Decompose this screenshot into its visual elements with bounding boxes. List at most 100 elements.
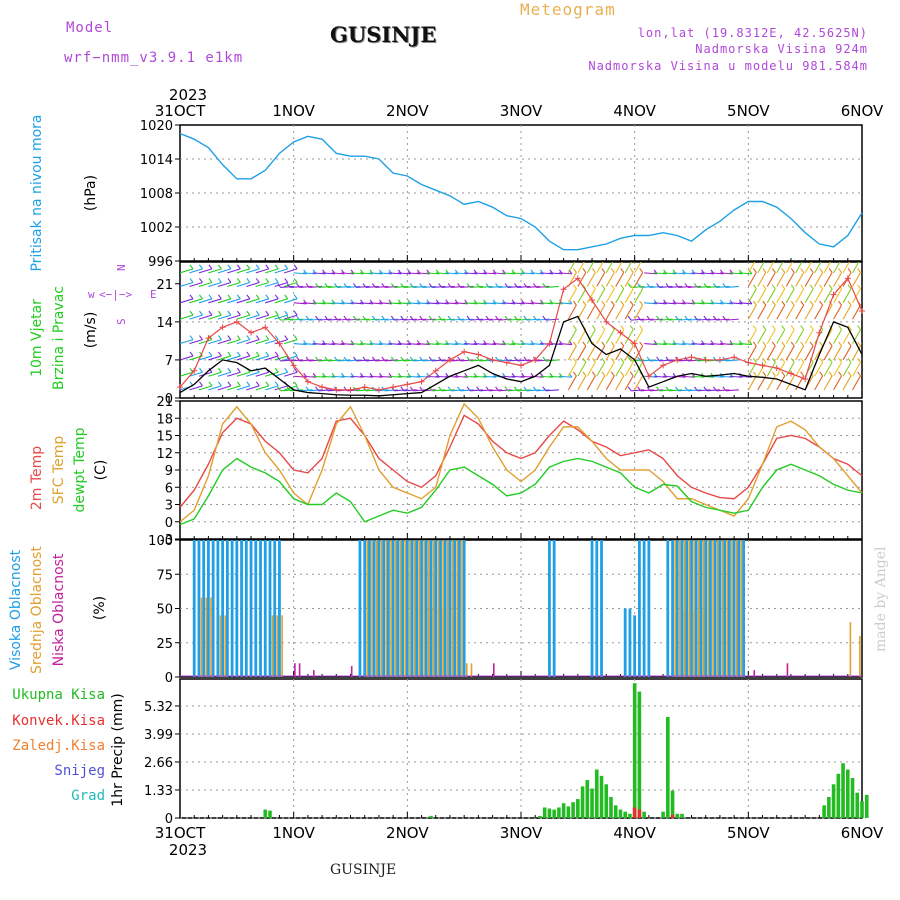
precip-bar-0 — [670, 790, 675, 818]
wind-barb — [451, 318, 465, 321]
wind-barb — [539, 272, 553, 275]
wind-barb — [359, 302, 374, 305]
wind-barb — [473, 302, 487, 305]
wind-barb — [766, 361, 776, 377]
wind-barb — [687, 389, 702, 392]
wind-barb — [199, 264, 203, 270]
wind-barb — [656, 315, 660, 321]
wind-barb — [567, 288, 577, 304]
wind-barb — [286, 283, 291, 288]
wind-barb — [390, 356, 395, 362]
wind-barb — [629, 284, 634, 290]
cloud-bar-0 — [377, 540, 381, 677]
wind-barb — [842, 345, 852, 361]
wind-barb — [189, 294, 194, 300]
wind-barb — [464, 375, 478, 378]
cloud-bar-1 — [404, 540, 406, 677]
wind-barb — [290, 318, 304, 321]
wind-barb — [663, 343, 677, 346]
wind-barb — [356, 359, 370, 362]
wind-barb — [624, 361, 634, 377]
wind-barb — [198, 268, 213, 274]
wind-barb — [435, 375, 449, 378]
precip-bar-0 — [547, 808, 552, 818]
wind-barb — [422, 318, 436, 321]
wind-barb — [631, 389, 645, 392]
wind-barb — [255, 335, 260, 340]
wind-barb — [331, 343, 345, 346]
precip-bar-0 — [666, 716, 670, 818]
wind-barb — [198, 298, 213, 304]
wind-barb — [675, 315, 679, 321]
wind-barb — [265, 355, 279, 361]
temp-title-sfc: SFC Temp — [51, 436, 67, 505]
cloud-bar-0 — [429, 540, 433, 677]
wind-barb — [752, 357, 757, 363]
wind-barb — [340, 375, 355, 378]
wind-barb — [596, 375, 606, 391]
wind-barb — [716, 318, 730, 321]
wind-barb — [371, 315, 376, 321]
wind-barb — [394, 359, 408, 362]
wind-barb — [620, 325, 625, 330]
wind-barb — [236, 281, 250, 288]
wind-barb — [198, 385, 213, 391]
wind-barb — [659, 285, 673, 289]
cloud-bar-0 — [221, 540, 225, 677]
wind-barb — [852, 262, 860, 274]
precip-bar-0 — [632, 683, 637, 818]
wind-barb — [507, 318, 522, 321]
wind-barb — [530, 272, 544, 275]
wind-barb — [246, 339, 260, 345]
wind-barb — [839, 255, 842, 259]
wind-barb — [747, 329, 757, 344]
wind-barb — [634, 375, 644, 391]
wind-barb — [473, 375, 487, 378]
precip-bar-0 — [845, 769, 850, 818]
wind-barb — [390, 283, 395, 288]
wind-barb — [384, 389, 398, 392]
cloud-bar-1 — [442, 608, 444, 677]
wind-barb — [848, 255, 851, 259]
wind-barb — [274, 339, 288, 345]
wind-barb — [322, 343, 336, 346]
wind-barb — [577, 304, 587, 320]
wind-gust-marker — [631, 340, 638, 347]
wind-barb — [706, 389, 720, 392]
wind-barb — [476, 283, 481, 288]
wind-barb — [582, 357, 587, 363]
wind-speed-line — [179, 315, 863, 397]
wind-barb — [255, 281, 269, 288]
ytick-label-wind: 21 — [156, 278, 173, 293]
wind-barb — [236, 335, 241, 340]
wind-barb — [227, 278, 232, 283]
wind-gust-marker — [617, 329, 624, 336]
cloud-bar-0 — [453, 540, 457, 677]
wind-barb — [857, 341, 861, 347]
cloud-bar-1 — [375, 540, 378, 677]
wind-barb — [596, 304, 606, 320]
wind-barb — [476, 356, 481, 362]
cloud-bar-0 — [704, 540, 708, 677]
wind-barb — [265, 294, 270, 300]
temp-dewpt-line — [179, 457, 863, 526]
wind-barb — [605, 304, 615, 320]
wind-barb — [819, 300, 824, 306]
wind-barb — [378, 302, 392, 305]
wind-barb — [639, 341, 644, 347]
wind-barb — [397, 343, 411, 346]
wind-barb — [280, 285, 294, 289]
precip-bar-0 — [675, 813, 680, 818]
wind-barb — [605, 361, 615, 377]
wind-barb — [217, 310, 222, 316]
wind-gust-marker — [304, 378, 311, 385]
wind-barb — [492, 302, 506, 305]
wind-barb — [337, 318, 351, 321]
wind-barb — [284, 298, 298, 304]
wind-barb — [293, 335, 298, 340]
ytick-label-wind: 14 — [156, 316, 173, 331]
wind-barb — [438, 386, 443, 392]
cloud-bar-1 — [219, 615, 222, 677]
wind-barb — [511, 343, 525, 346]
wind-barb — [384, 285, 398, 289]
